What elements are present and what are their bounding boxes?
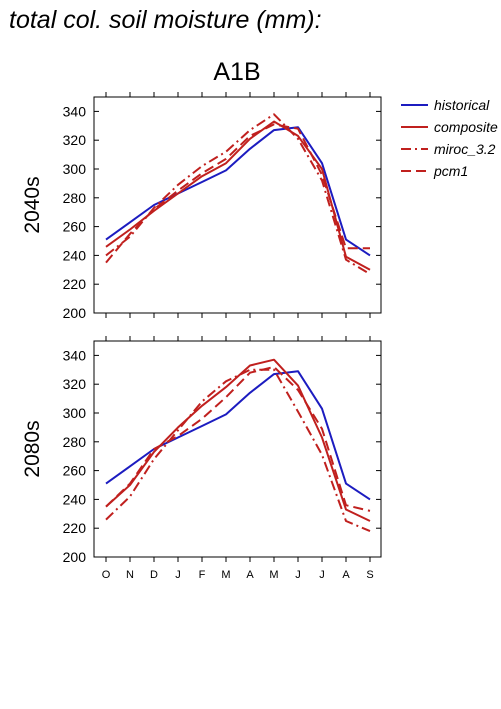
- x-tick-label: D: [150, 569, 158, 581]
- x-tick-label: A: [342, 569, 350, 581]
- series-line-pcm1: [105, 123, 370, 264]
- y-tick-label: 200: [63, 549, 87, 565]
- plot-frame: [93, 96, 382, 314]
- y-tick-label: 200: [63, 305, 87, 321]
- series-line-miroc-3-2: [105, 113, 371, 275]
- x-tick-label: F: [199, 569, 206, 581]
- series-line-composite: [105, 358, 371, 522]
- figure-title: total col. soil moisture (mm):: [9, 6, 322, 34]
- y-tick-label: 340: [63, 347, 87, 363]
- series-line-composite: [105, 120, 371, 271]
- panel-2080s: 2080s 200 220 240 260 280 300 320 340 O N D J F M A M J J…: [21, 336, 382, 581]
- y-tick-label: 300: [63, 405, 87, 421]
- y-tick-label: 260: [63, 219, 87, 235]
- legend-label-pcm1: pcm1: [433, 163, 468, 179]
- y-tick-label: 240: [63, 491, 87, 507]
- x-tick-label: J: [295, 569, 301, 581]
- y-tick-label: 220: [63, 520, 87, 536]
- panel-label-2080s: 2080s: [21, 420, 44, 477]
- y-tick-label: 340: [63, 103, 87, 119]
- legend-label-composite: composite: [434, 119, 498, 135]
- panel-label-2040s: 2040s: [21, 176, 44, 233]
- x-tick-label: J: [175, 569, 181, 581]
- x-tick-label: S: [366, 569, 373, 581]
- x-tick-label: M: [221, 569, 230, 581]
- panel-2040s: 2040s 200 220 240 260 280 300 320 340: [21, 92, 382, 321]
- y-tick-label: 300: [63, 161, 87, 177]
- x-tick-label: J: [319, 569, 325, 581]
- plot-frame: [93, 340, 382, 558]
- legend-label-historical: historical: [434, 97, 490, 113]
- y-tick-label: 320: [63, 132, 87, 148]
- legend: historical composite miroc_3.2 pcm1: [401, 97, 498, 179]
- chart-title: A1B: [213, 58, 260, 86]
- series-line-miroc-3-2: [105, 368, 371, 533]
- y-tick-label: 260: [63, 463, 87, 479]
- series-line-historical: [105, 370, 371, 501]
- series-line-pcm1: [105, 365, 371, 512]
- x-tick-label: A: [246, 569, 254, 581]
- series-line-historical: [105, 126, 371, 257]
- x-tick-label: O: [102, 569, 111, 581]
- legend-label-miroc: miroc_3.2: [434, 141, 496, 157]
- y-tick-label: 280: [63, 190, 87, 206]
- x-tick-label: N: [126, 569, 134, 581]
- y-tick-label: 240: [63, 247, 87, 263]
- x-tick-label: M: [269, 569, 278, 581]
- y-tick-label: 280: [63, 434, 87, 450]
- y-tick-label: 320: [63, 376, 87, 392]
- y-tick-label: 220: [63, 276, 87, 292]
